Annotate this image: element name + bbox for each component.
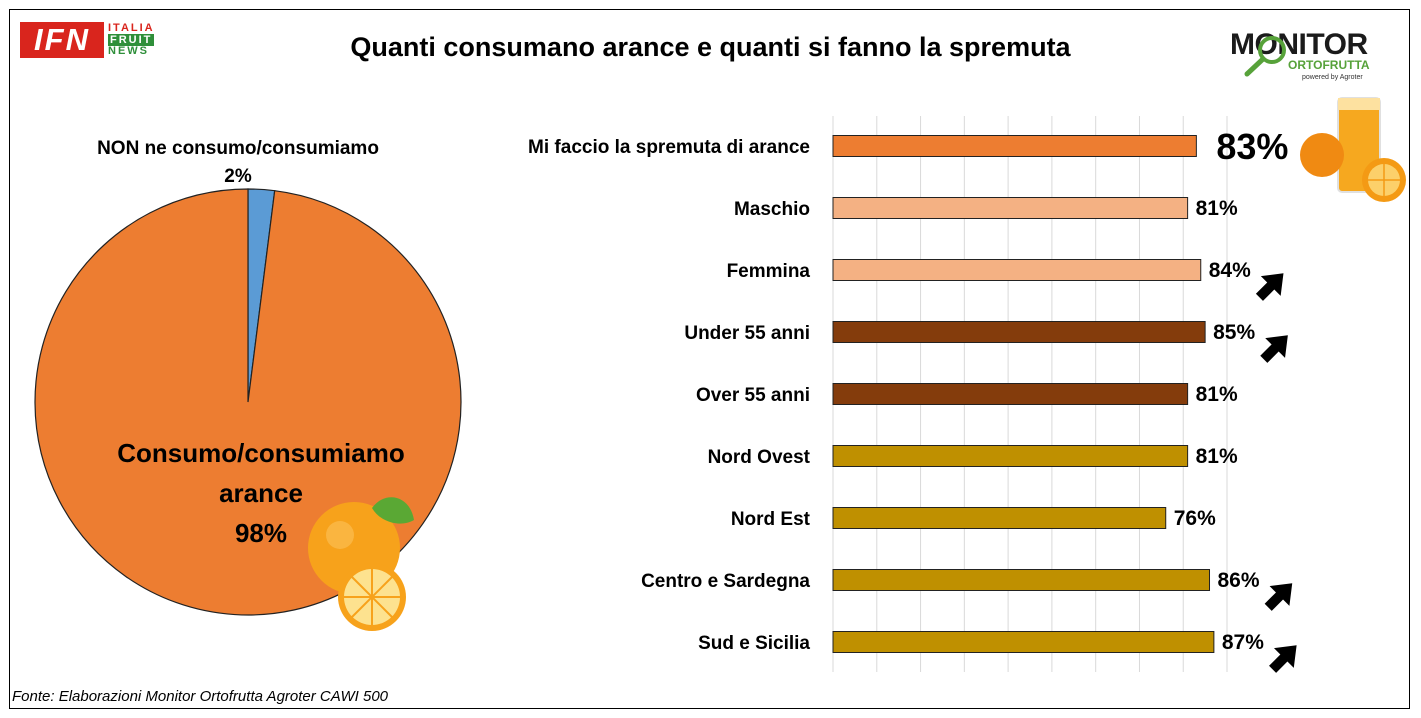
bar [832,197,1189,219]
category-label: Sud e Sicilia [698,633,810,654]
pie-value-label-1: 98% [235,518,287,548]
category-label: Maschio [734,199,810,220]
category-label: Femmina [727,261,811,282]
pie-label-1-line-1: arance [219,478,303,508]
chart-title: Quanti consumano arance e quanti si fann… [350,32,1071,62]
magnifier-icon [1244,36,1286,77]
category-label: Nord Est [731,509,811,530]
monitor-logo-sub: ORTOFRUTTA [1288,58,1370,72]
ifn-word-italia: ITALIA [108,22,155,34]
monitor-logo-powered: powered by Agroter [1302,74,1363,81]
category-label: Over 55 anni [696,385,810,406]
value-label: 76% [1174,507,1216,530]
value-label: 81% [1196,197,1238,220]
bar [832,445,1189,467]
value-label: 81% [1196,445,1238,468]
source-note: Fonte: Elaborazioni Monitor Ortofrutta A… [12,688,389,705]
value-label: 84% [1209,259,1251,282]
pie-label-0: NON ne consumo/consumiamo [97,138,379,159]
arrow-icon [1269,645,1297,673]
monitor-logo-word: MONITOR [1230,28,1368,61]
bar-chart: Mi faccio la spremuta di arance 83% Maschi… [528,116,1297,673]
ifn-logo: IFN ITALIA FRUIT NEWS [20,22,170,62]
value-label: 81% [1196,383,1238,406]
orange-juice-icon [1300,97,1406,202]
bar [832,383,1189,405]
bar [832,569,1211,591]
category-label: Mi faccio la spremuta di arance [528,137,810,158]
ifn-word-news: NEWS [108,45,149,57]
value-label: 85% [1213,321,1255,344]
arrow-icon [1255,273,1284,301]
bar [832,259,1202,281]
category-label: Centro e Sardegna [641,571,810,592]
pie-value-label-0: 2% [224,166,252,187]
bar [832,135,1197,157]
bar [832,507,1167,529]
ifn-word-fruit: FRUIT [108,33,155,46]
orange-fruit-icon [308,497,414,631]
category-label: Under 55 anni [684,323,810,344]
arrow-icon [1264,583,1293,611]
decorations [308,36,1406,631]
value-label: 86% [1218,569,1260,592]
ifn-logo-mark: IFN [20,22,104,58]
ifn-logo-words: ITALIA FRUIT NEWS [108,22,155,58]
category-label: Nord Ovest [708,447,811,468]
value-label: 87% [1222,631,1264,654]
monitor-ortofrutta-logo: MONITOR ORTOFRUTTA powered by Agroter [1230,28,1405,88]
bar [832,631,1215,653]
arrow-icon [1260,335,1288,363]
bar [832,321,1206,343]
value-label: 83% [1216,126,1288,167]
pie-label-1-line-0: Consumo/consumiamo [117,438,404,468]
